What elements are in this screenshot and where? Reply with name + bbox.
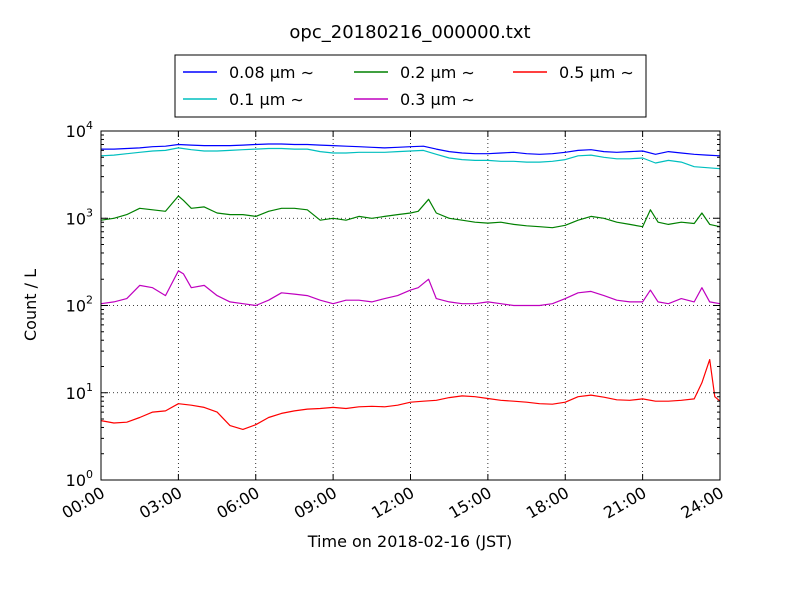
y-tick-label: 101 [66,381,93,403]
series-line-1 [100,147,721,170]
series-line-4 [100,359,721,430]
legend: 0.08 μm ∼ 0.1 μm ∼ 0.2 μm ∼ 0.3 μm ∼ 0.5 μm … [174,54,647,118]
series-line-2 [100,195,721,229]
series-layer [100,143,721,430]
y-tick-label: 104 [66,119,93,141]
legend-label: 0.5 μm ∼ [559,63,634,82]
y-tick-label: 100 [66,468,93,490]
series-line-0 [101,143,721,157]
y-tick-label: 102 [66,294,93,316]
series-line-3 [100,270,721,307]
legend-label: 0.2 μm ∼ [400,63,475,82]
legend-label: 0.08 μm ∼ [229,63,314,82]
chart-title: opc_20180216_000000.txt [289,22,530,43]
y-tick-label: 103 [66,206,93,228]
legend-label: 0.1 μm ∼ [229,90,304,109]
legend-label: 0.3 μm ∼ [400,90,475,109]
y-axis-label: Count / L [21,269,40,341]
x-axis-label: Time on 2018-02-16 (JST) [307,532,512,551]
